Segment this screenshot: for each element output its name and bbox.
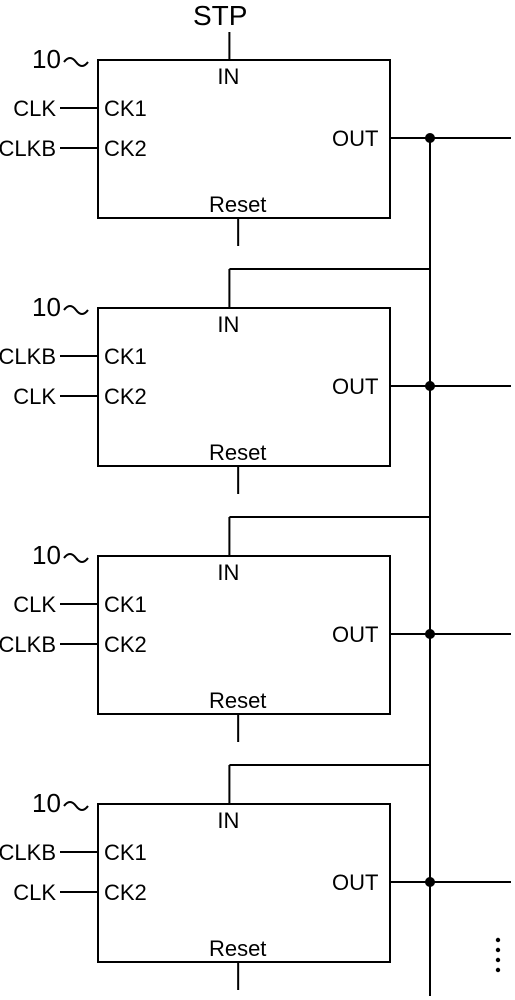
ref-tilde-3: [64, 802, 88, 810]
out-text-2: OUT: [332, 622, 378, 648]
reset-text-0: Reset: [209, 192, 266, 218]
in-text-2: IN: [217, 560, 239, 586]
reset-text-3: Reset: [209, 936, 266, 962]
ellipsis-dot: [496, 938, 500, 942]
ck1-label-0: CLK: [13, 96, 56, 122]
ref-tilde-2: [64, 554, 88, 562]
ck2-label-1: CLK: [13, 384, 56, 410]
in-text-1: IN: [217, 312, 239, 338]
ref-tilde-1: [64, 306, 88, 314]
ref-label-0: 10: [32, 44, 61, 75]
ck1-label-1: CLKB: [0, 344, 56, 370]
ref-label-3: 10: [32, 788, 61, 819]
ck1-text-3: CK1: [104, 840, 147, 866]
diagram-canvas: STP 10 IN OUT CK1 CK2 Reset CLK CLKB 10 IN OUT CK1 CK…: [0, 0, 515, 1000]
ck2-label-3: CLK: [13, 880, 56, 906]
reset-text-1: Reset: [209, 440, 266, 466]
ck1-text-1: CK1: [104, 344, 147, 370]
reset-text-2: Reset: [209, 688, 266, 714]
ck1-label-3: CLKB: [0, 840, 56, 866]
ck2-text-2: CK2: [104, 632, 147, 658]
stp-label: STP: [193, 0, 247, 32]
ck2-text-0: CK2: [104, 136, 147, 162]
ellipsis-dot: [496, 968, 500, 972]
in-text-0: IN: [217, 64, 239, 90]
ck2-label-2: CLKB: [0, 632, 56, 658]
ck1-text-0: CK1: [104, 96, 147, 122]
ref-label-1: 10: [32, 292, 61, 323]
in-text-3: IN: [217, 808, 239, 834]
ellipsis-dot: [496, 948, 500, 952]
ck1-text-2: CK1: [104, 592, 147, 618]
ck2-text-3: CK2: [104, 880, 147, 906]
ellipsis-dot: [496, 958, 500, 962]
out-text-3: OUT: [332, 870, 378, 896]
ref-label-2: 10: [32, 540, 61, 571]
ref-tilde-0: [64, 58, 88, 66]
ck2-text-1: CK2: [104, 384, 147, 410]
ck1-label-2: CLK: [13, 592, 56, 618]
diagram-svg: [0, 0, 515, 1000]
out-text-1: OUT: [332, 374, 378, 400]
out-text-0: OUT: [332, 126, 378, 152]
ck2-label-0: CLKB: [0, 136, 56, 162]
